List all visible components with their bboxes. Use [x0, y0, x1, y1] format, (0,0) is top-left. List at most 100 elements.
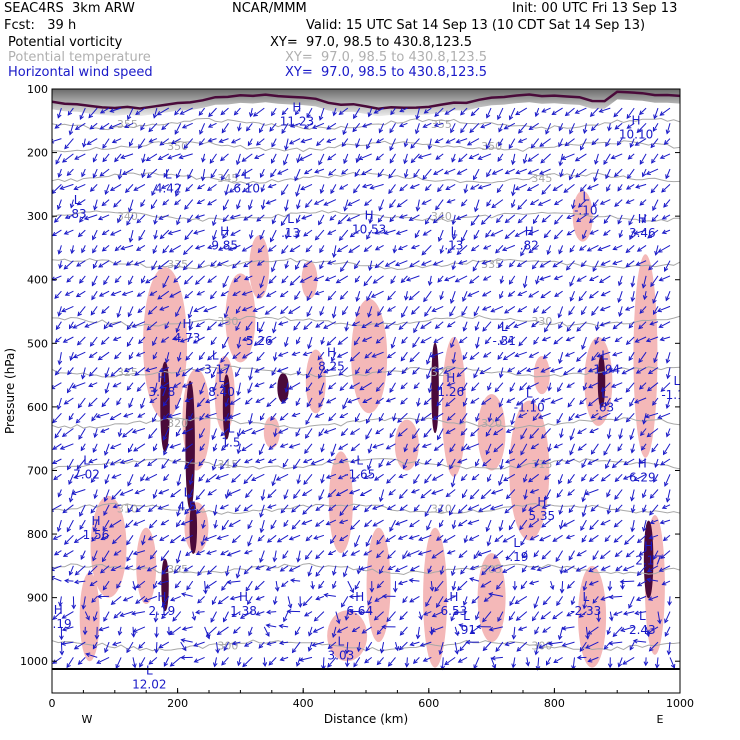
wind-vector	[305, 413, 313, 425]
wind-vector	[220, 458, 229, 470]
wind-arrowhead	[252, 112, 258, 117]
wind-vector	[260, 413, 265, 421]
wind-vector	[399, 611, 408, 620]
wind-vector	[256, 595, 265, 600]
wind-arrowhead	[629, 645, 634, 651]
wind-vector	[533, 306, 540, 313]
wind-vector	[175, 184, 182, 197]
wind-arrowhead	[462, 296, 467, 302]
wind-arrowhead	[243, 262, 249, 268]
wind-arrowhead	[508, 144, 513, 150]
extremum-value: 4.73	[174, 331, 201, 345]
wind-vector	[663, 443, 671, 455]
wind-arrowhead	[592, 555, 597, 561]
wind-arrowhead	[612, 324, 618, 330]
wind-arrowhead	[648, 265, 653, 271]
wind-arrowhead	[347, 398, 352, 404]
wind-arrowhead	[235, 372, 240, 378]
wind-vector	[614, 168, 623, 177]
wind-arrowhead	[481, 306, 487, 311]
wind-arrowhead	[473, 311, 478, 317]
wind-vector	[409, 534, 420, 539]
wind-vector	[232, 534, 241, 543]
wind-arrowhead	[450, 482, 456, 488]
wind-arrowhead	[486, 201, 491, 207]
wind-arrowhead	[421, 250, 427, 256]
wind-vector	[363, 550, 372, 556]
wind-arrowhead	[562, 370, 568, 376]
wind-vector	[564, 138, 575, 146]
wind-vector	[288, 382, 301, 390]
wind-vector	[521, 565, 528, 573]
wind-arrowhead	[549, 368, 555, 373]
wind-vector	[168, 229, 181, 235]
wind-vector	[664, 611, 671, 623]
wind-arrowhead	[615, 566, 621, 572]
wind-arrowhead	[589, 428, 595, 434]
wind-arrowhead	[550, 399, 556, 404]
wind-arrowhead	[516, 463, 522, 469]
wind-arrowhead	[205, 478, 211, 483]
wind-vector	[212, 596, 217, 605]
wind-vector	[250, 229, 253, 239]
wind-arrowhead	[339, 413, 345, 419]
wind-arrowhead	[174, 264, 179, 270]
wind-vector	[390, 275, 396, 284]
wind-arrowhead	[449, 510, 454, 516]
wind-vector	[305, 382, 313, 392]
wind-vector	[365, 428, 373, 440]
wind-vector	[404, 153, 408, 164]
wind-arrowhead	[377, 311, 382, 317]
wind-vector	[474, 199, 480, 212]
wind-arrowhead	[511, 203, 516, 209]
wind-vector	[374, 473, 384, 481]
wind-arrowhead	[111, 495, 116, 500]
wind-arrowhead	[313, 616, 319, 622]
wind-arrowhead	[157, 264, 163, 270]
wind-vector	[423, 229, 432, 236]
wind-arrowhead	[369, 185, 375, 190]
wind-arrowhead	[291, 412, 297, 418]
wind-vector	[422, 168, 432, 180]
wind-vector	[315, 519, 325, 527]
wind-vector	[554, 214, 563, 225]
wind-arrowhead	[184, 205, 189, 210]
wind-arrowhead	[187, 313, 193, 319]
wind-vector	[136, 244, 146, 251]
wind-vector	[526, 657, 529, 666]
wind-vector	[486, 138, 492, 149]
wind-vector	[319, 306, 325, 316]
wind-vector	[273, 550, 277, 562]
wind-arrowhead	[414, 129, 420, 135]
wind-vector	[328, 412, 337, 421]
wind-vector	[356, 153, 361, 163]
wind-vector	[435, 153, 444, 160]
wind-vector	[629, 397, 635, 407]
wind-arrowhead	[527, 230, 533, 236]
wind-arrowhead	[112, 641, 117, 646]
wind-vector	[254, 153, 265, 159]
wind-vector	[660, 153, 671, 159]
wind-vector	[293, 321, 301, 331]
wind-vector	[563, 519, 575, 527]
wind-vector	[568, 306, 575, 315]
wind-vector	[647, 565, 659, 572]
wind-arrowhead	[296, 339, 301, 345]
wind-arrowhead	[279, 416, 285, 421]
wind-vector	[313, 626, 325, 633]
wind-arrowhead	[670, 663, 676, 669]
wind-arrowhead	[323, 429, 329, 434]
wind-arrowhead	[126, 648, 131, 654]
wind-vector	[100, 107, 110, 114]
wind-vector	[597, 412, 611, 420]
wind-arrowhead	[646, 386, 652, 392]
wind-vector	[133, 183, 146, 191]
wind-arrowhead	[73, 579, 79, 585]
wind-vector	[539, 275, 551, 280]
wind-vector	[126, 641, 134, 653]
wind-arrowhead	[626, 174, 632, 180]
wind-vector	[148, 306, 158, 315]
wind-vector	[414, 229, 420, 238]
wind-vector	[150, 550, 158, 560]
wind-arrowhead	[568, 310, 573, 316]
